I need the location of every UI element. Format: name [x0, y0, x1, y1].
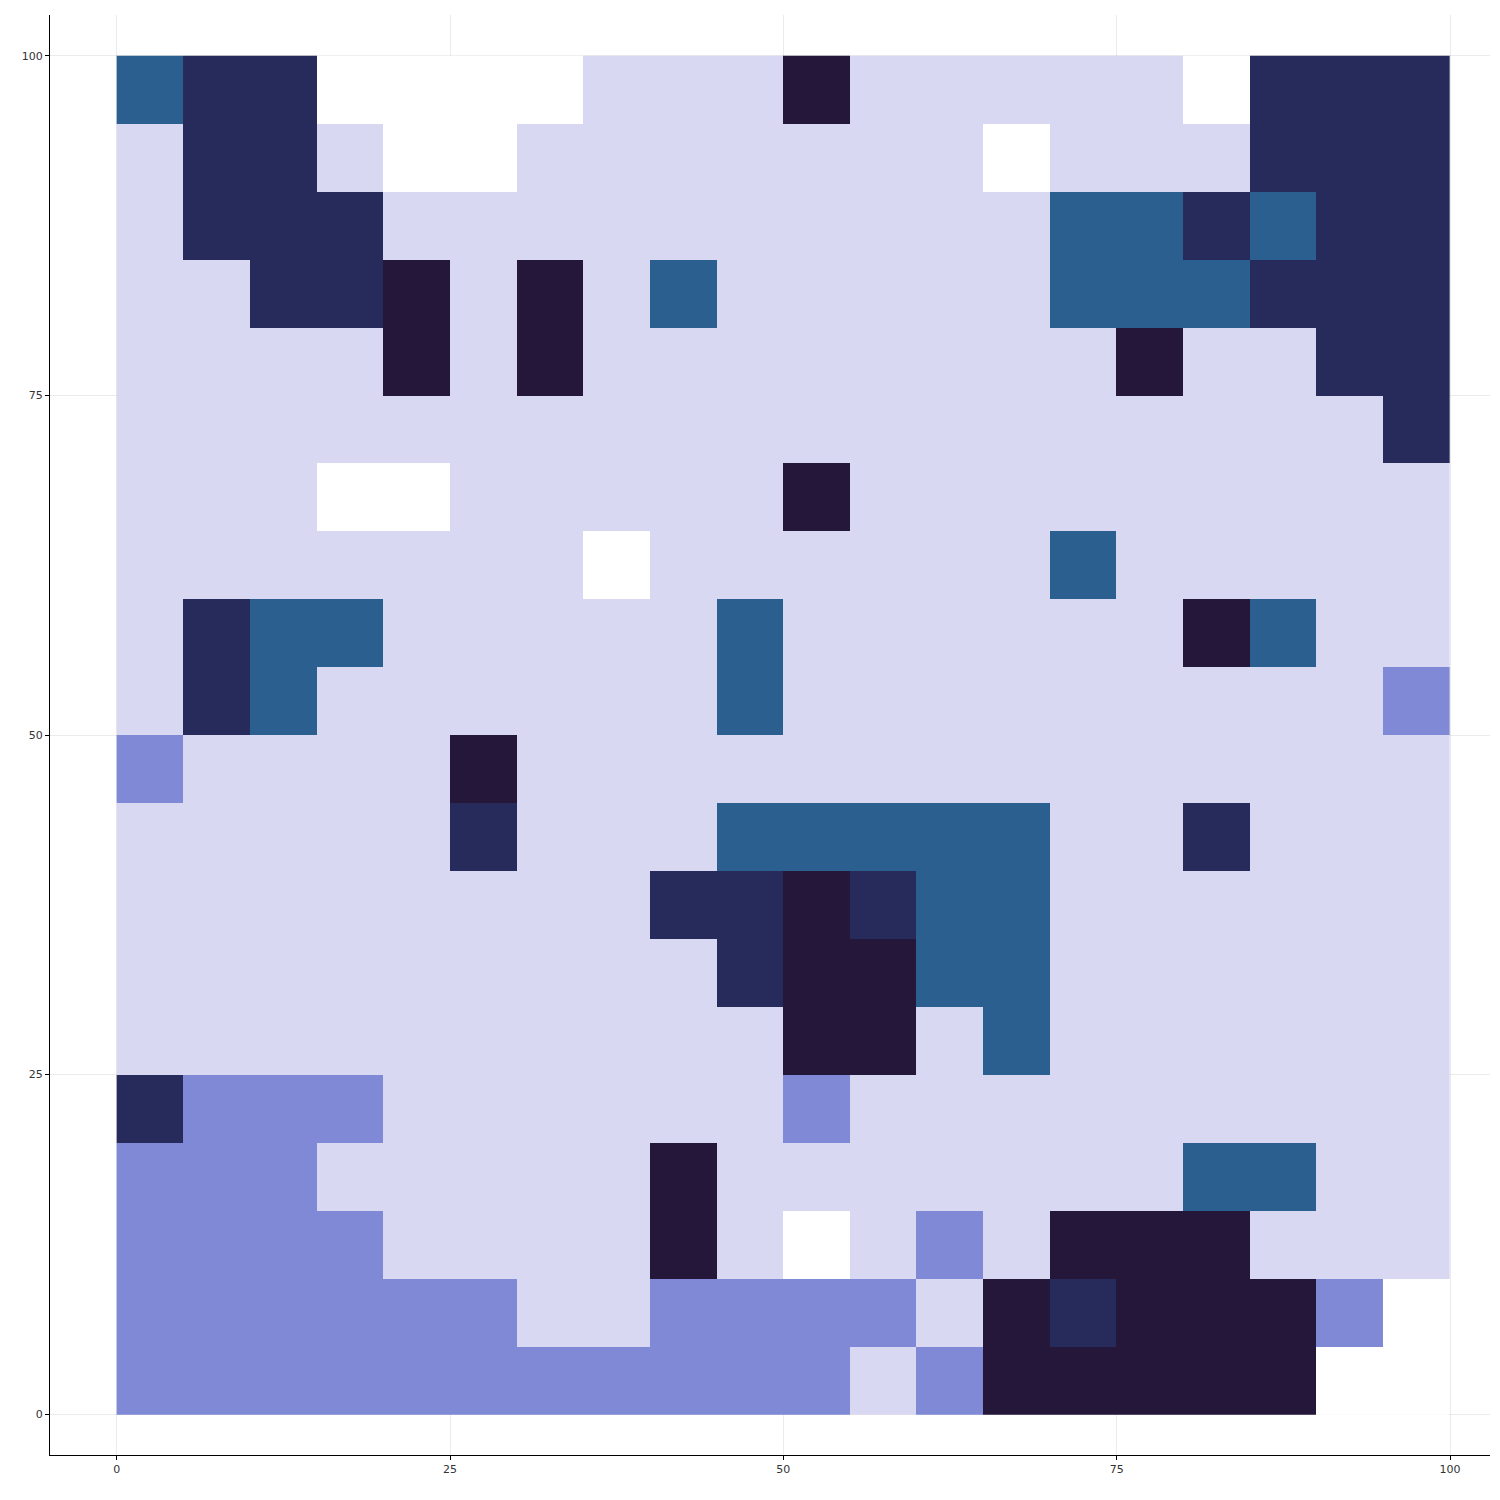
svg-text:100: 100 — [1440, 1463, 1461, 1476]
svg-text:0: 0 — [36, 1408, 43, 1421]
svg-text:100: 100 — [22, 50, 43, 63]
svg-text:75: 75 — [1110, 1463, 1124, 1476]
svg-text:0: 0 — [113, 1463, 120, 1476]
svg-text:50: 50 — [776, 1463, 790, 1476]
svg-text:25: 25 — [29, 1068, 43, 1081]
svg-text:25: 25 — [443, 1463, 457, 1476]
svg-text:75: 75 — [29, 389, 43, 402]
svg-text:50: 50 — [29, 729, 43, 742]
